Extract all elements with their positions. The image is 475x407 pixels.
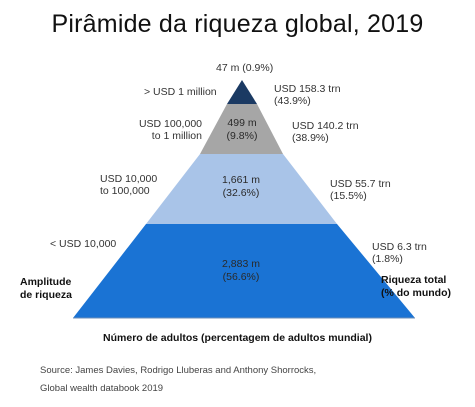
total-wealth-label: Riqueza total (% do mundo) bbox=[381, 274, 451, 299]
page-title: Pirâmide da riqueza global, 2019 bbox=[51, 10, 424, 38]
tier-base-wealth: USD 6.3 trn (1.8%) bbox=[372, 241, 427, 265]
x-axis-label: Número de adultos (percentagem de adulto… bbox=[103, 332, 372, 344]
tier-2-range: USD 100,000 to 1 million bbox=[138, 118, 202, 142]
tier-2-wealth: USD 140.2 trn (38.9%) bbox=[292, 120, 359, 144]
pyramid-tier-3 bbox=[146, 154, 337, 224]
wealth-range-label: Amplitude de riqueza bbox=[20, 276, 72, 301]
pyramid-tier-base bbox=[73, 224, 415, 318]
source-note: Source: James Davies, Rodrigo Lluberas a… bbox=[40, 365, 317, 394]
tier-top-wealth: USD 158.3 trn (43.9%) bbox=[274, 83, 341, 107]
tier-base-adults: 2,883 m (56.6%) bbox=[222, 258, 260, 283]
tier-3-adults: 1,661 m (32.6%) bbox=[222, 174, 260, 199]
pyramid-tier-2 bbox=[200, 104, 283, 154]
tier-3-wealth: USD 55.7 trn (15.5%) bbox=[330, 178, 391, 202]
tier-top-range: > USD 1 million bbox=[144, 86, 217, 98]
tier-2-adults: 499 m (9.8%) bbox=[226, 117, 258, 142]
pyramid-tier-top bbox=[227, 80, 257, 104]
tier-base-range: < USD 10,000 bbox=[50, 238, 117, 250]
tier-3-range: USD 10,000 to 100,000 bbox=[100, 173, 158, 197]
top-tier-count: 47 m (0.9%) bbox=[216, 62, 274, 74]
